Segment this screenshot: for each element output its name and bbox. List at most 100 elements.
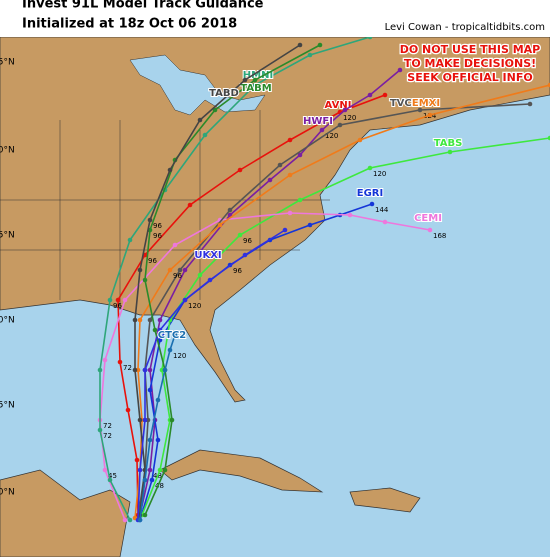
track-point xyxy=(152,327,158,333)
track-name: UKXI xyxy=(194,250,221,261)
track-point xyxy=(427,227,433,233)
hour-label: 120 xyxy=(188,302,201,310)
track-point xyxy=(157,467,163,473)
track-name: TABS xyxy=(434,138,463,149)
track-point xyxy=(252,77,258,83)
track-point xyxy=(297,197,303,203)
track-point xyxy=(357,137,363,143)
track-point xyxy=(207,277,213,283)
hour-label: 72 xyxy=(103,432,112,440)
latitude-label: 30°N xyxy=(0,316,15,326)
hour-label: 96 xyxy=(173,272,182,280)
tracks: 7296120AVNI48120HWFI4896144EGRI96120TABS… xyxy=(97,37,550,523)
track-point xyxy=(342,107,348,113)
track-point xyxy=(97,367,103,373)
track-point xyxy=(137,467,143,473)
latitude-label: 40°N xyxy=(0,146,15,156)
track-point xyxy=(297,42,303,48)
hour-label: 120 xyxy=(325,132,338,140)
track-point xyxy=(202,132,208,138)
subtitle: Initialized at 18z Oct 06 2018 xyxy=(22,17,237,32)
track-point xyxy=(172,332,178,338)
track-point xyxy=(369,201,375,207)
north-america xyxy=(0,37,550,403)
track-point xyxy=(167,347,173,353)
credit: Levi Cowan - tropicaltidbits.com xyxy=(385,22,545,33)
track-point xyxy=(97,427,103,433)
track-point xyxy=(527,101,533,107)
track-point xyxy=(319,127,325,133)
track-point xyxy=(282,227,288,233)
track-point xyxy=(177,267,183,273)
track-point xyxy=(107,297,113,303)
track-point xyxy=(137,267,143,273)
track-point xyxy=(122,517,128,523)
track-point xyxy=(142,512,148,518)
track-point xyxy=(252,82,258,88)
track-point xyxy=(237,167,243,173)
track-point xyxy=(277,162,283,168)
track-point xyxy=(347,212,353,218)
track-point xyxy=(167,167,173,173)
track-point xyxy=(115,297,121,303)
latitude-label: 45°N xyxy=(0,58,15,68)
track-point xyxy=(142,477,148,483)
track-point xyxy=(212,107,218,113)
track-point xyxy=(134,457,140,463)
track-point xyxy=(157,327,163,333)
track-point xyxy=(142,417,148,423)
track-point xyxy=(382,219,388,225)
track-point xyxy=(367,165,373,171)
track-point xyxy=(142,367,148,373)
track-name: TVCN xyxy=(390,98,420,109)
track-point xyxy=(137,417,143,423)
track-point xyxy=(217,222,223,228)
warning: DO NOT USE THIS MAP TO MAKE DECISIONS! S… xyxy=(399,42,542,86)
track-point xyxy=(267,177,273,183)
track-point xyxy=(147,217,153,223)
track-name: TABD xyxy=(209,88,239,99)
hour-label: 72 xyxy=(103,422,112,430)
hour-label: 96 xyxy=(113,302,122,310)
track-point xyxy=(287,172,293,178)
hour-label: 120 xyxy=(173,352,186,360)
track-point xyxy=(155,437,161,443)
track-point xyxy=(417,107,423,113)
hour-label: 144 xyxy=(375,206,389,214)
track-point xyxy=(137,517,143,523)
track-point xyxy=(149,477,155,483)
track-point xyxy=(297,152,303,158)
track-point xyxy=(132,367,138,373)
track-point xyxy=(367,92,373,98)
track-point xyxy=(127,517,133,523)
hour-label: 96 xyxy=(148,257,157,265)
track-point xyxy=(237,232,243,238)
track-point xyxy=(107,477,113,483)
track-name: TABM xyxy=(240,83,271,94)
track-point xyxy=(182,267,188,273)
cuba xyxy=(159,449,324,493)
track-point xyxy=(147,387,153,393)
track-point xyxy=(547,135,550,141)
hour-label: 96 xyxy=(153,222,162,230)
hour-label: 168 xyxy=(433,232,446,240)
track-point xyxy=(307,222,313,228)
great-lakes xyxy=(129,54,266,116)
track-point xyxy=(197,272,203,278)
track-point xyxy=(382,92,388,98)
track-name: EGRI xyxy=(357,188,383,199)
hour-label: 96 xyxy=(233,267,242,275)
track-point xyxy=(137,317,143,323)
hour-label: 96 xyxy=(153,232,162,240)
hour-label: 72 xyxy=(123,364,132,372)
track-point xyxy=(155,397,161,403)
hour-label: 120 xyxy=(373,170,386,178)
yucatan xyxy=(0,469,131,557)
track-point xyxy=(102,357,108,363)
track-point xyxy=(117,359,123,365)
track-point xyxy=(147,367,153,373)
track-point xyxy=(337,122,343,128)
track-point xyxy=(242,77,248,83)
track-point xyxy=(122,297,128,303)
